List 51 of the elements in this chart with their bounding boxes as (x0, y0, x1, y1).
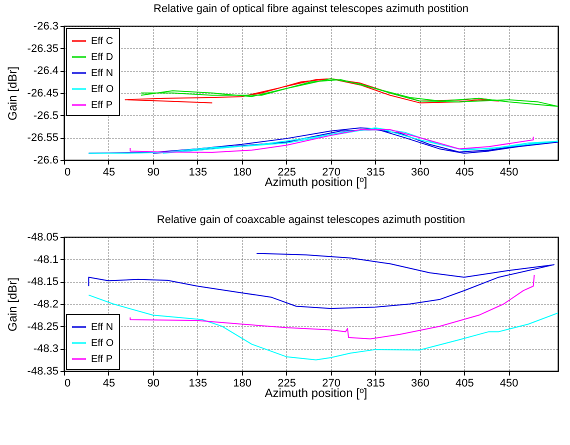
y-tick-label: -26.4 (33, 65, 58, 78)
y-tick-label: -48.15 (27, 276, 58, 288)
y-tick-label: -26.55 (27, 132, 58, 144)
x-tick-label: 360 (411, 378, 430, 390)
line-series (124, 78, 500, 104)
y-tick-label: -48.1 (33, 254, 58, 266)
legend-label: Eff P (91, 100, 113, 111)
x-tick-label: 0 (64, 166, 71, 178)
legend-label: Eff N (91, 322, 114, 333)
line-series (140, 78, 558, 107)
x-tick-label: 90 (147, 378, 160, 390)
x-tick-label: 45 (102, 166, 116, 178)
x-tick-label: 405 (455, 166, 474, 178)
x-tick-label: 0 (64, 378, 71, 390)
y-tick-label: -48.25 (27, 320, 58, 333)
x-tick-label: 45 (102, 378, 116, 390)
legend-label: Eff D (91, 52, 114, 63)
y-tick-label: -26.3 (33, 20, 58, 32)
chart-title: Relative gain of coaxcable against telescopes azimuth postition (156, 214, 466, 226)
y-tick-label: -26.5 (33, 110, 58, 122)
legend-label: Eff N (91, 68, 114, 79)
y-tick-label: -48.2 (33, 298, 58, 310)
y-tick-label: -26.6 (33, 154, 58, 166)
legend-label: Eff O (91, 84, 114, 95)
legend-label: Eff P (91, 354, 113, 365)
y-tick-label: -48.3 (33, 343, 58, 356)
line-series (130, 274, 535, 340)
y-tick-label: -48.05 (27, 232, 58, 244)
y-axis-title: Gain [dBr] (5, 66, 20, 121)
line-series (88, 253, 555, 309)
line-series (130, 129, 534, 153)
legend-label: Eff C (91, 36, 114, 47)
line-series (88, 294, 558, 360)
x-tick-label: 450 (500, 378, 518, 390)
x-tick-label: 360 (411, 166, 430, 178)
x-tick-label: 315 (366, 378, 385, 390)
chart-title: Relative gain of optical fibre against telescopes azimuth postition (154, 3, 468, 15)
y-axis-title: Gain [dBr] (5, 277, 20, 332)
legend-label: Eff O (91, 338, 114, 349)
x-tick-label: 135 (188, 378, 208, 390)
x-tick-label: 450 (500, 166, 518, 178)
y-tick-label: -26.45 (27, 88, 58, 100)
y-tick-label: -48.35 (27, 366, 58, 378)
x-tick-label: 405 (455, 378, 474, 390)
x-tick-label: 90 (147, 166, 160, 178)
x-tick-label: 180 (233, 166, 252, 178)
y-tick-label: -26.35 (27, 42, 58, 55)
line-series (88, 127, 558, 154)
x-tick-label: 180 (233, 378, 252, 390)
x-tick-label: 315 (366, 166, 385, 178)
x-tick-label: 135 (188, 166, 208, 178)
